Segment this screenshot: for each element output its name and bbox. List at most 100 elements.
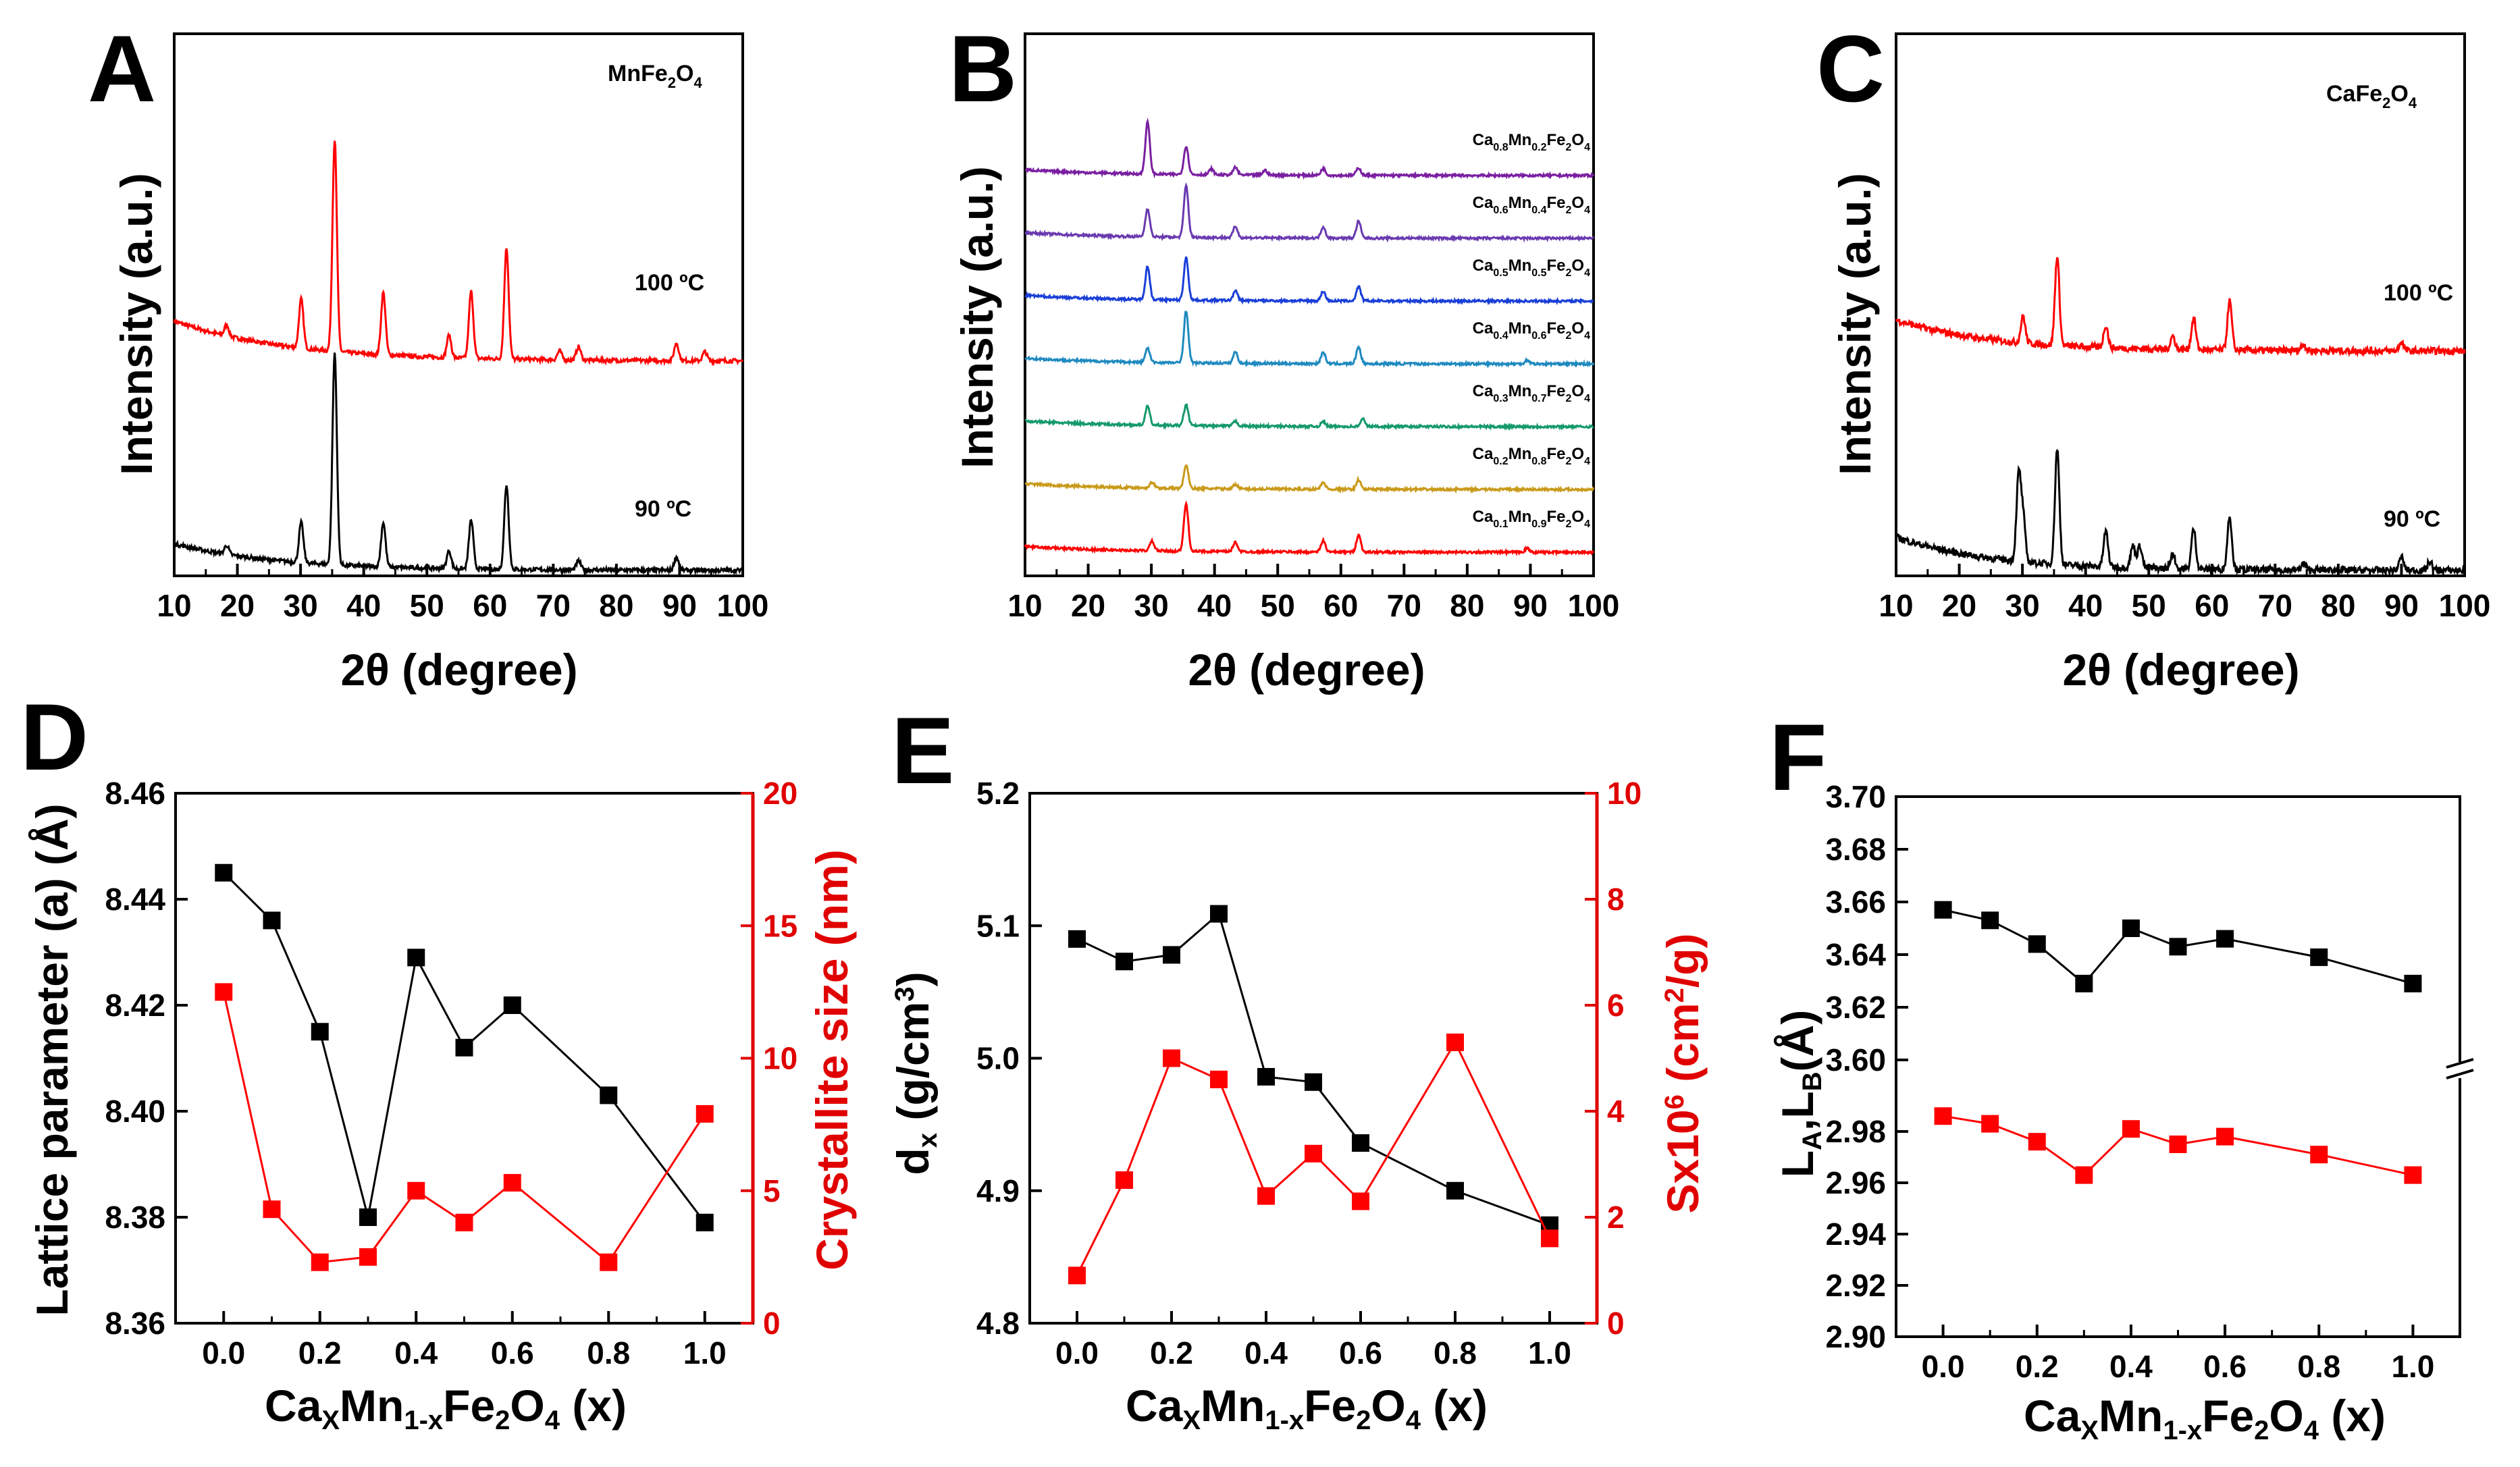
panel-a-xtick-label: 70 <box>536 588 571 623</box>
panel-e-xtick-label: 1.0 <box>1528 1335 1571 1370</box>
panel-f-ytick-label: 3.70 <box>1825 779 1886 814</box>
panel-c-title: CaFe2O4 <box>2326 81 2417 111</box>
panel-a-label-100c: 100 ºC <box>635 270 704 296</box>
panel-b-series-label: Ca0.4Mn0.6Fe2O4 <box>1473 319 1590 342</box>
panel-e-surface-point <box>1210 1070 1228 1088</box>
panel-e-surface-point <box>1068 1266 1086 1285</box>
panel-d-ytick-label: 8.44 <box>105 882 165 917</box>
panel-e-surface-point <box>1305 1144 1322 1163</box>
panel-e-ylabel-left: dx (g/cm3) <box>888 971 943 1175</box>
panel-d-ytick2-label: 15 <box>763 908 797 943</box>
panel-d-ytick-label: 8.40 <box>105 1094 165 1129</box>
panel-a-xtick-label: 40 <box>346 588 381 623</box>
panel-d-crystallite-point <box>407 1181 425 1200</box>
panel-b-xtick-label: 20 <box>1071 588 1105 623</box>
panel-f-la-point <box>2169 938 2187 956</box>
panel-c-ylabel: Intensity (a.u.) <box>1830 173 1880 475</box>
panel-a-xtick-label: 50 <box>410 588 444 623</box>
panel-e-ytick-label: 4.9 <box>976 1173 1020 1208</box>
panel-f-la-point <box>2404 974 2422 992</box>
panel-b-plot-area: 10 20 30 40 50 60 70 80 90 100 <box>1007 32 1620 623</box>
panel-d-crystallite-point <box>359 1248 377 1266</box>
panel-label-c: C <box>1816 16 1885 122</box>
panel-a-xrd-mnfe2o4: 10 20 30 40 50 60 70 80 90 100 Intensity (a.u.) 2… <box>111 32 768 695</box>
panel-f-xlabel: CaXMn1-xFe2O4 (x) <box>2024 1391 2386 1445</box>
panel-label-d: D <box>20 684 88 790</box>
panel-d-xtick-label: 1.0 <box>683 1335 727 1370</box>
panel-d-lattice-point <box>311 1023 329 1041</box>
panel-e-surface-point <box>1257 1187 1275 1205</box>
panel-b-xtick-label: 30 <box>1134 588 1169 623</box>
panel-e-ytick-label: 4.8 <box>976 1306 1020 1341</box>
panel-b-series-line <box>1024 182 1595 243</box>
panel-e-xlabel: CaXMn1-xFe2O4 (x) <box>1126 1381 1488 1435</box>
panel-a-series-line <box>173 140 744 367</box>
panel-b-ylabel: Intensity (a.u.) <box>952 166 1002 468</box>
panel-e-ytick2-label: 8 <box>1607 882 1625 917</box>
panel-f-ytick-label: 3.68 <box>1825 832 1886 867</box>
panel-d-ytick2-label: 5 <box>763 1173 781 1208</box>
panel-b-series-label: Ca0.3Mn0.7Fe2O4 <box>1473 382 1590 404</box>
panel-d-ytick-label: 8.42 <box>105 988 165 1023</box>
panel-e-surface-point <box>1446 1033 1464 1051</box>
panel-e-density-line <box>1076 911 1550 1227</box>
panel-f-ytick-label: 3.62 <box>1825 990 1886 1025</box>
panel-c-frame <box>1895 32 2466 577</box>
panel-d-ytick-label: 8.36 <box>105 1306 165 1341</box>
panel-d-lattice-point <box>600 1086 618 1104</box>
panel-f-break-mark <box>2446 1058 2474 1069</box>
panel-label-f: F <box>1769 704 1827 810</box>
panel-e-ytick2-label: 0 <box>1607 1306 1625 1341</box>
panel-e-xtick-label: 0.2 <box>1150 1335 1193 1370</box>
panel-c-xtick-label: 70 <box>2258 588 2292 623</box>
panel-f-la-point <box>2310 948 2328 966</box>
panel-b-xtick-label: 40 <box>1197 588 1232 623</box>
panel-e-density-surface: 0.0 0.2 0.4 0.6 0.8 1.0 4.8 4.9 5.0 5.1 5.2 0 2 4 6 8 10… <box>888 776 1708 1435</box>
panel-f-ytick-label: 2.92 <box>1825 1268 1886 1303</box>
panel-f-lb-point <box>2122 1120 2140 1138</box>
panel-b-xtick-label: 50 <box>1261 588 1295 623</box>
panel-d-crystallite-point <box>263 1200 281 1219</box>
panel-f-xtick-label: 0.6 <box>2203 1349 2247 1384</box>
panel-f-lb-point <box>2404 1166 2422 1184</box>
panel-a-title: MnFe2O4 <box>608 61 702 91</box>
panel-b-series-line <box>1024 403 1594 431</box>
panel-e-density-point <box>1446 1181 1464 1200</box>
panel-d-ytick2-label: 20 <box>763 776 797 811</box>
panel-b-xrd-series: 10 20 30 40 50 60 70 80 90 100 Intensity (a.u.) 2… <box>952 32 1620 695</box>
panel-f-la-point <box>2075 974 2093 992</box>
panel-a-plot-area: 10 20 30 40 50 60 70 80 90 100 <box>157 32 768 623</box>
panel-e-ytick-label: 5.2 <box>976 776 1020 811</box>
panel-f-lb-point <box>2216 1127 2234 1146</box>
panel-e-density-point <box>1352 1134 1369 1152</box>
panel-f-la-point <box>2028 935 2046 953</box>
panel-c-xtick-label: 100 <box>2439 588 2491 623</box>
panel-e-ytick2-label: 6 <box>1607 988 1625 1023</box>
panel-d-lattice-point <box>215 863 233 882</box>
panel-b-series-line <box>1024 256 1594 306</box>
panel-b-series-label: Ca0.8Mn0.2Fe2O4 <box>1473 131 1590 153</box>
panel-b-series-line <box>1024 464 1595 494</box>
panel-b-xtick-label: 70 <box>1387 588 1421 623</box>
panel-f-ytick-label: 2.94 <box>1825 1217 1886 1252</box>
panel-d-xtick-label: 0.6 <box>491 1335 534 1370</box>
panel-a-label-90c: 90 ºC <box>635 496 691 522</box>
panel-f-break-mark <box>2446 1069 2474 1079</box>
panel-d-xlabel: CaXMn1-xFe2O4 (x) <box>265 1381 627 1435</box>
panel-f-ytick-label: 3.60 <box>1825 1042 1886 1077</box>
panel-b-series-label: Ca0.2Mn0.8Fe2O4 <box>1473 445 1590 467</box>
panel-e-density-point <box>1163 946 1180 964</box>
panel-e-xtick-label: 0.4 <box>1244 1335 1288 1370</box>
panel-d-crystallite-point <box>600 1253 618 1271</box>
panel-f-frame <box>1895 795 2461 1338</box>
panel-f-lb-point <box>2310 1146 2328 1164</box>
panel-b-xtick-label: 100 <box>1568 588 1620 623</box>
panel-e-xtick-label: 0.0 <box>1055 1335 1099 1370</box>
panel-f-ylabel: LA,LB(Å) <box>1773 1010 1827 1177</box>
panel-a-xtick-label: 10 <box>157 588 191 623</box>
panel-c-xtick-label: 20 <box>1942 588 1976 623</box>
panel-b-xlabel: 2θ (degree) <box>1188 645 1425 695</box>
panel-c-series-line <box>1895 257 2466 358</box>
panel-d-crystallite-point <box>311 1253 329 1271</box>
panel-b-series-label: Ca0.6Mn0.4Fe2O4 <box>1473 194 1590 216</box>
